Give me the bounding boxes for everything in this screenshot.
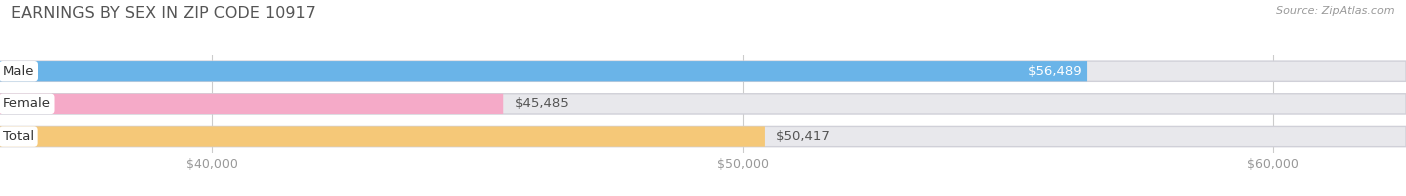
- Text: Source: ZipAtlas.com: Source: ZipAtlas.com: [1277, 6, 1395, 16]
- FancyBboxPatch shape: [0, 61, 1406, 81]
- FancyBboxPatch shape: [0, 94, 503, 114]
- FancyBboxPatch shape: [0, 61, 1087, 81]
- Text: $45,485: $45,485: [515, 97, 569, 110]
- Text: Male: Male: [3, 65, 34, 78]
- Text: $56,489: $56,489: [1028, 65, 1083, 78]
- Text: $50,417: $50,417: [776, 130, 831, 143]
- FancyBboxPatch shape: [0, 126, 1406, 147]
- Text: Total: Total: [3, 130, 34, 143]
- Text: EARNINGS BY SEX IN ZIP CODE 10917: EARNINGS BY SEX IN ZIP CODE 10917: [11, 6, 316, 21]
- Text: Female: Female: [3, 97, 51, 110]
- FancyBboxPatch shape: [0, 94, 1406, 114]
- FancyBboxPatch shape: [0, 126, 765, 147]
